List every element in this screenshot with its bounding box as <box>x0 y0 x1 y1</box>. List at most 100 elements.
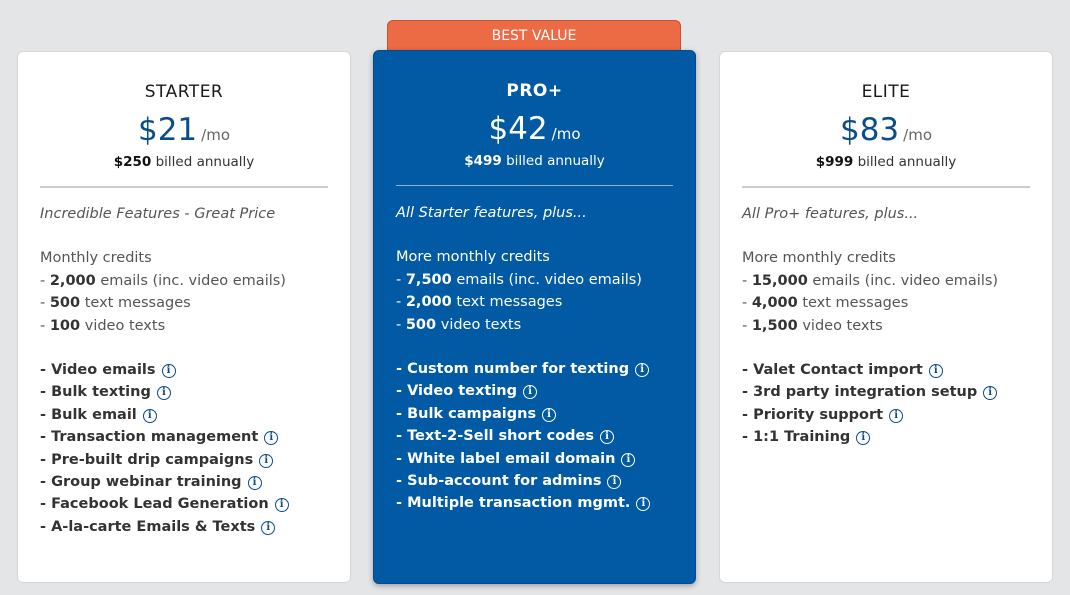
credits-heading: More monthly credits <box>396 249 550 266</box>
dash: - <box>40 474 52 491</box>
dash: - <box>40 496 52 513</box>
dash: - <box>40 295 50 312</box>
features-list: - Valet Contact import i - 3rd party integ… <box>742 359 1042 449</box>
info-icon[interactable]: i <box>264 431 279 446</box>
feature-label: Custom number for texting <box>407 361 630 378</box>
feature-label: Bulk email <box>51 406 137 423</box>
credit-label: video texts <box>84 317 166 334</box>
plan-title: ELITE <box>861 82 911 102</box>
info-icon[interactable]: i <box>522 385 537 400</box>
plan-body: All Starter features, plus... More monthl… <box>396 202 685 515</box>
credit-item: - 500 text messages <box>40 292 340 314</box>
info-icon[interactable]: i <box>259 453 274 468</box>
divider <box>396 185 673 186</box>
dash: - <box>40 272 50 289</box>
features-list: - Custom number for texting i - Video text… <box>396 358 685 515</box>
credits-list: Monthly credits - 2,000 emails (inc. vide… <box>40 247 340 337</box>
info-icon[interactable]: i <box>274 498 289 513</box>
dash: - <box>40 384 52 401</box>
feature-item: - Bulk campaigns i <box>396 403 685 425</box>
feature-label: A-la-carte Emails & Texts <box>51 518 256 535</box>
divider <box>40 186 328 188</box>
feature-label: Transaction management <box>51 429 259 446</box>
plan-tagline: All Starter features, plus... <box>396 205 587 221</box>
feature-item: - Facebook Lead Generation i <box>40 493 340 515</box>
feature-label: 3rd party integration setup <box>753 384 978 401</box>
feature-label: Bulk campaigns <box>407 405 537 422</box>
info-icon[interactable]: i <box>142 408 157 423</box>
plan-price: $83/mo <box>720 112 1052 148</box>
feature-label: Bulk texting <box>51 384 151 401</box>
credit-item: - 2,000 text messages <box>396 291 685 313</box>
credit-label: video texts <box>802 317 883 334</box>
billed-amount: $999 <box>815 154 854 170</box>
credit-amount: 2,000 <box>49 272 96 289</box>
credit-amount: 2,000 <box>405 294 452 311</box>
info-icon[interactable]: i <box>600 430 614 445</box>
info-icon[interactable]: i <box>856 431 871 446</box>
credits-list: More monthly credits - 15,000 emails (inc… <box>742 247 1042 337</box>
feature-label: Group webinar training <box>51 474 242 491</box>
dash: - <box>40 451 52 468</box>
credit-amount: 500 <box>405 316 437 333</box>
feature-item: - A-la-carte Emails & Texts i <box>40 516 340 538</box>
info-icon[interactable]: i <box>261 520 276 535</box>
credit-amount: 1,500 <box>751 317 798 334</box>
price-period: /mo <box>551 125 581 143</box>
dash: - <box>396 316 406 333</box>
dash: - <box>40 317 50 334</box>
billed-amount: $499 <box>464 153 502 169</box>
feature-item: - Video texting i <box>396 380 685 402</box>
info-icon[interactable]: i <box>889 408 904 423</box>
info-icon[interactable]: i <box>621 452 636 467</box>
billed-annually: $250 billed annually <box>18 154 350 170</box>
feature-label: 1:1 Training <box>753 429 851 446</box>
info-icon[interactable]: i <box>635 363 650 378</box>
credit-amount: 100 <box>49 317 81 334</box>
plan-card-pro: PRO+ $42/mo $499 billed annually All Starte… <box>373 50 696 584</box>
feature-label: Valet Contact import <box>753 362 923 379</box>
feature-label: Sub-account for admins <box>407 473 602 490</box>
credit-amount: 4,000 <box>751 295 798 312</box>
feature-label: Facebook Lead Generation <box>51 496 269 513</box>
divider <box>742 186 1030 188</box>
credit-item: - 2,000 emails (inc. video emails) <box>40 270 340 292</box>
info-icon[interactable]: i <box>928 364 943 379</box>
dash: - <box>396 473 408 490</box>
credit-label: text messages <box>802 295 909 312</box>
dash: - <box>742 295 752 312</box>
dash: - <box>396 495 408 512</box>
dash: - <box>742 362 754 379</box>
feature-item: - Bulk texting i <box>40 381 340 403</box>
feature-label: Priority support <box>753 406 884 423</box>
plan-title: PRO+ <box>506 81 563 101</box>
credit-label: video texts <box>440 316 522 333</box>
info-icon[interactable]: i <box>542 407 557 422</box>
dash: - <box>396 405 408 422</box>
feature-item: - 3rd party integration setup i <box>742 381 1042 403</box>
dash: - <box>396 271 406 288</box>
credit-item: - 4,000 text messages <box>742 292 1042 314</box>
info-icon[interactable]: i <box>983 386 998 401</box>
price-amount: $21 <box>137 112 198 148</box>
info-icon[interactable]: i <box>161 364 176 379</box>
credits-list: More monthly credits - 7,500 emails (inc.… <box>396 246 685 336</box>
credit-label: emails (inc. video emails) <box>456 271 642 288</box>
info-icon[interactable]: i <box>156 386 171 401</box>
plan-body: All Pro+ features, plus... More monthly c… <box>742 203 1042 449</box>
credit-amount: 7,500 <box>405 271 452 288</box>
dash: - <box>40 362 52 379</box>
price-amount: $42 <box>488 111 548 147</box>
plan-tagline: All Pro+ features, plus... <box>742 206 919 222</box>
dash: - <box>396 361 408 378</box>
plan-body: Incredible Features - Great Price Monthly… <box>40 203 340 538</box>
feature-item: - 1:1 Training i <box>742 426 1042 448</box>
info-icon[interactable]: i <box>247 476 262 491</box>
info-icon[interactable]: i <box>636 497 651 512</box>
feature-label: Video texting <box>407 383 517 400</box>
feature-label: Pre-built drip campaigns <box>51 451 254 468</box>
info-icon[interactable]: i <box>607 475 622 490</box>
credit-label: text messages <box>84 295 191 312</box>
plan-title: STARTER <box>144 82 224 102</box>
credit-amount: 500 <box>49 295 81 312</box>
